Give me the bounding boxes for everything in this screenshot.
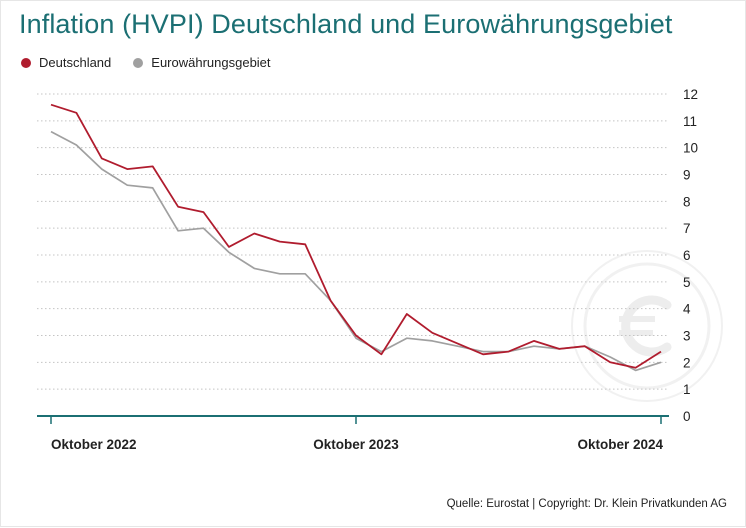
y-tick-label: 12 [683, 87, 698, 102]
x-tick-label: Oktober 2023 [313, 437, 399, 452]
x-axis: Oktober 2022 Oktober 2023 Oktober 2024 [37, 415, 669, 452]
y-tick-label: 3 [683, 329, 691, 344]
y-tick-label: 11 [683, 114, 697, 129]
y-tick-label: 6 [683, 248, 691, 263]
y-tick-label: 5 [683, 275, 691, 290]
x-tick-label: Oktober 2024 [577, 437, 663, 452]
legend-label-germany: Deutschland [39, 55, 112, 70]
euro-coin-icon [571, 250, 723, 402]
y-tick-label: 10 [683, 141, 698, 156]
watermark-ring-inner [583, 262, 711, 390]
y-tick-label: 8 [683, 194, 691, 209]
watermark-ring-outer [571, 250, 723, 402]
chart-legend: Deutschland Eurowährungsgebiet [21, 55, 271, 70]
series-line-germany [50, 103, 662, 369]
y-tick-label: 2 [683, 355, 691, 370]
y-tick-label: 0 [683, 409, 691, 424]
chart-title: Inflation (HVPI) Deutschland und Eurowäh… [19, 9, 673, 39]
legend-item-germany: Deutschland [21, 55, 111, 70]
legend-dot-euro-area [133, 57, 144, 68]
watermark-euro-curve [621, 295, 672, 357]
y-tick-label: 1 [683, 382, 691, 397]
chart-series [50, 103, 662, 372]
x-tick-label: Oktober 2022 [51, 437, 137, 452]
y-tick-label: 7 [683, 221, 691, 236]
y-tick-label: 4 [683, 302, 691, 317]
chart-grid [37, 93, 669, 390]
legend-dot-germany [21, 57, 31, 68]
y-tick-label: 9 [683, 168, 691, 183]
legend-item-euro-area: Eurowährungsgebiet [133, 55, 271, 70]
source-note: Quelle: Eurostat | Copyright: Dr. Klein … [446, 498, 727, 510]
legend-label-euro-area: Eurowährungsgebiet [151, 55, 271, 70]
